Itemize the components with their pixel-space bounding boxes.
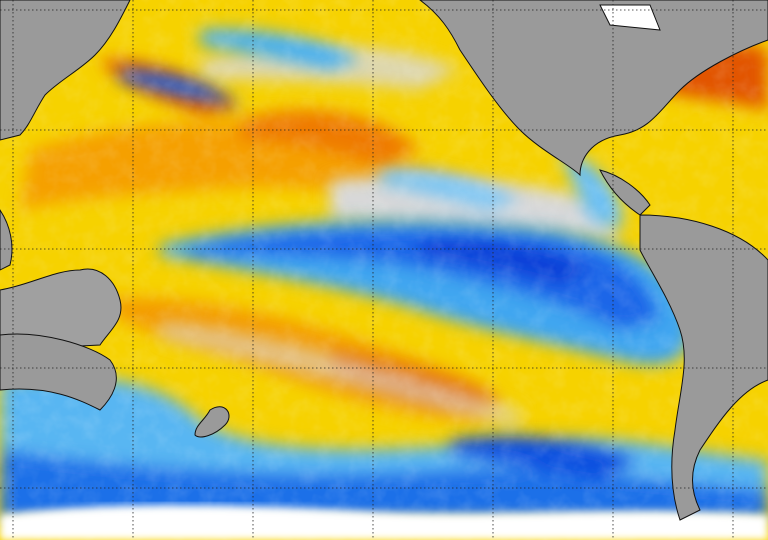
- asia: [0, 0, 131, 141]
- australia: [0, 333, 117, 411]
- new-zealand: [194, 406, 230, 438]
- north-america: [419, 0, 768, 177]
- central-america: [599, 169, 651, 216]
- se-asia: [0, 209, 13, 271]
- new-guinea: [0, 268, 122, 351]
- greenland: [599, 4, 661, 31]
- land: [0, 0, 768, 521]
